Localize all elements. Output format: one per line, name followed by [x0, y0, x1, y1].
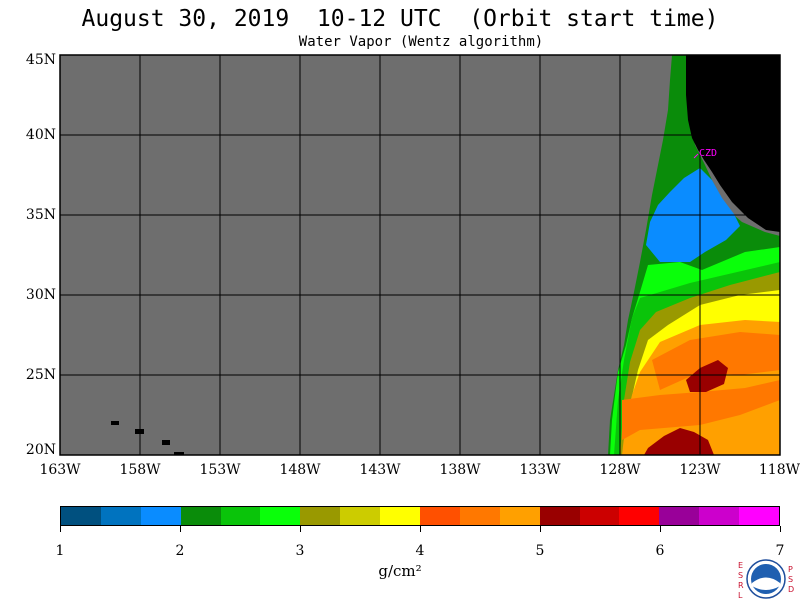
- water-vapor-swath: [608, 55, 780, 455]
- colorbar-tick-label: 1: [55, 543, 65, 559]
- logo-letter-r: R: [738, 581, 744, 590]
- colorbar: [60, 506, 780, 526]
- colorbar-swatch: [659, 507, 700, 525]
- lat-label-40n: 40N: [25, 127, 56, 143]
- colorbar-swatch: [220, 507, 261, 525]
- colorbar-tick: [659, 526, 661, 532]
- lon-label-163w: 163W: [39, 462, 81, 478]
- colorbar-tick-label: 7: [775, 543, 785, 559]
- colorbar-units: g/cm²: [378, 562, 422, 580]
- colorbar-tick: [539, 526, 541, 532]
- colorbar-tick: [419, 526, 421, 532]
- map-grid: [60, 55, 780, 455]
- colorbar-swatch: [61, 507, 101, 525]
- colorbar-swatch: [260, 507, 301, 525]
- colorbar-swatch: [539, 507, 580, 525]
- lat-label-25n: 25N: [25, 367, 56, 383]
- colorbar-swatch: [619, 507, 660, 525]
- logo-letter-e: E: [738, 561, 743, 570]
- lon-label-133w: 133W: [519, 462, 561, 478]
- colorbar-tick: [179, 526, 181, 532]
- colorbar-tick-label: 6: [655, 543, 665, 559]
- colorbar-swatch: [180, 507, 221, 525]
- logo-letter-s2: S: [788, 575, 793, 584]
- lon-label-123w: 123W: [679, 462, 721, 478]
- colorbar-tick: [59, 526, 61, 532]
- noaa-logo: E S R L P S D: [738, 559, 794, 600]
- colorbar-swatch: [140, 507, 181, 525]
- lat-label-30n: 30N: [25, 287, 56, 303]
- colorbar-swatch: [699, 507, 740, 525]
- map-title: August 30, 2019 10-12 UTC (Orbit start t…: [81, 6, 719, 32]
- colorbar-tick: [299, 526, 301, 532]
- colorbar-swatch: [739, 507, 780, 525]
- logo-letter-d: D: [788, 585, 794, 594]
- lon-label-158w: 158W: [119, 462, 161, 478]
- colorbar-swatch: [340, 507, 381, 525]
- colorbar-swatch: [380, 507, 421, 525]
- lat-label-45n: 45N: [25, 52, 56, 68]
- lon-label-143w: 143W: [359, 462, 401, 478]
- colorbar-tick-label: 4: [415, 543, 425, 559]
- station-marker-czd: CZD: [693, 148, 717, 159]
- colorbar-swatch: [499, 507, 540, 525]
- colorbar-swatch: [459, 507, 500, 525]
- station-label: CZD: [699, 148, 717, 159]
- colorbar-swatch: [579, 507, 620, 525]
- lon-label-118w: 118W: [758, 462, 800, 478]
- colorbar-swatch: [100, 507, 141, 525]
- colorbar-tick-label: 3: [295, 543, 305, 559]
- logo-letter-s: S: [738, 571, 743, 580]
- colorbar-swatch: [300, 507, 341, 525]
- lat-label-20n: 20N: [25, 442, 56, 458]
- logo-letter-l: L: [738, 591, 743, 600]
- logo-letter-p: P: [788, 565, 793, 574]
- colorbar-tick-label: 2: [175, 543, 185, 559]
- map-subtitle: Water Vapor (Wentz algorithm): [298, 34, 544, 50]
- water-vapor-map: CZD: [59, 54, 781, 456]
- lon-label-153w: 153W: [199, 462, 241, 478]
- land-mass: [686, 55, 780, 232]
- colorbar-swatch: [420, 507, 460, 525]
- lon-label-128w: 128W: [599, 462, 641, 478]
- colorbar-tick: [779, 526, 781, 532]
- lon-label-138w: 138W: [439, 462, 481, 478]
- lat-label-35n: 35N: [25, 207, 56, 223]
- colorbar-tick-label: 5: [535, 543, 545, 559]
- lon-label-148w: 148W: [279, 462, 321, 478]
